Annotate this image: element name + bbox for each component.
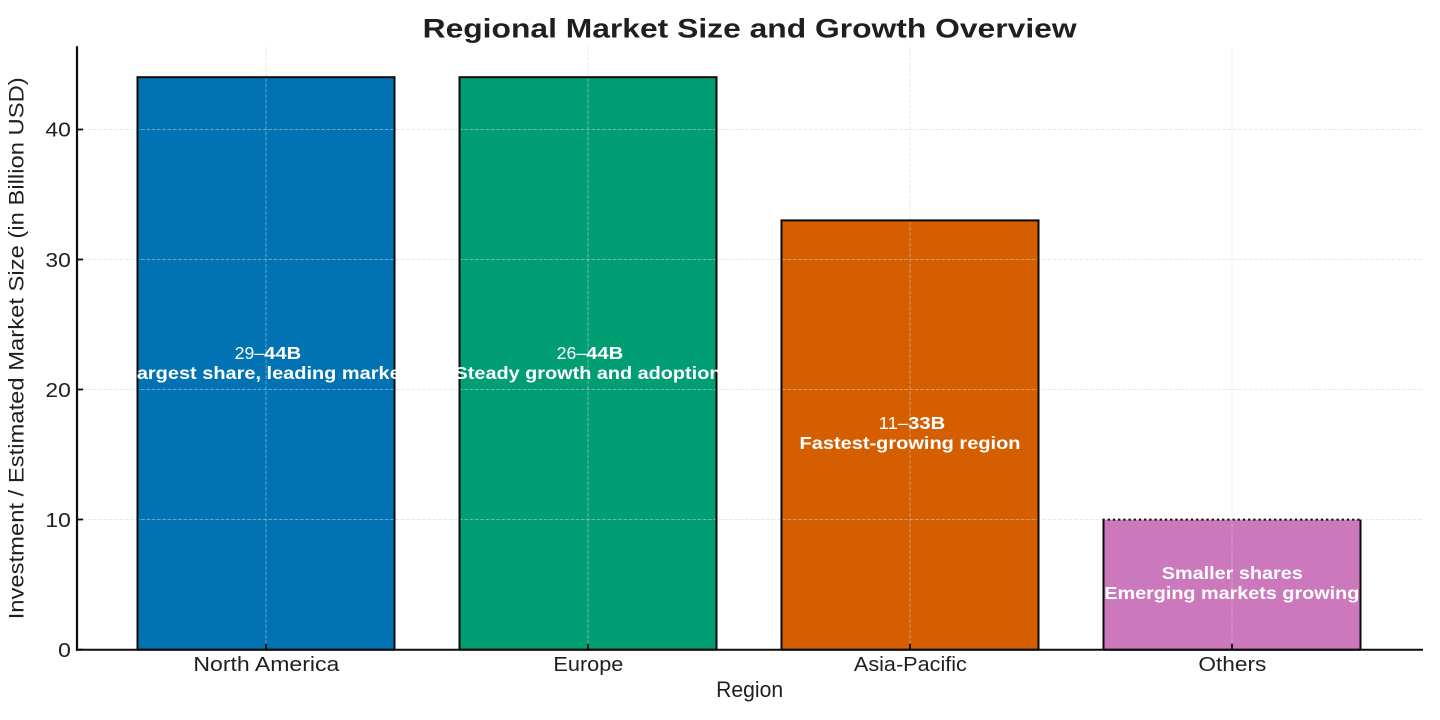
svg-text:Regional Market Size and Growt: Regional Market Size and Growth Overview bbox=[423, 13, 1077, 43]
svg-text:33B: 33B bbox=[908, 413, 945, 433]
svg-text:Asia-Pacific: Asia-Pacific bbox=[854, 654, 967, 676]
svg-text:44B: 44B bbox=[586, 343, 623, 363]
svg-text:North America: North America bbox=[193, 654, 340, 676]
svg-text:20: 20 bbox=[45, 380, 70, 402]
svg-text:Investment / Estimated Market: Investment / Estimated Market Size (in B… bbox=[4, 77, 29, 619]
svg-text:30: 30 bbox=[45, 250, 70, 272]
svg-text:Emerging markets growing: Emerging markets growing bbox=[1104, 583, 1359, 603]
svg-text:Others: Others bbox=[1198, 654, 1266, 676]
svg-text:Region: Region bbox=[716, 677, 783, 702]
svg-text:44B: 44B bbox=[264, 343, 301, 363]
svg-text:26–: 26– bbox=[557, 343, 587, 363]
svg-text:0: 0 bbox=[58, 640, 71, 662]
svg-text:Smaller shares: Smaller shares bbox=[1162, 563, 1303, 583]
svg-text:29–: 29– bbox=[235, 343, 265, 363]
svg-text:Europe: Europe bbox=[553, 654, 623, 676]
svg-text:40: 40 bbox=[45, 120, 70, 142]
svg-text:10: 10 bbox=[45, 510, 70, 532]
svg-text:11–: 11– bbox=[879, 413, 909, 433]
svg-text:Fastest-growing region: Fastest-growing region bbox=[800, 433, 1021, 453]
svg-text:Steady growth and adoption: Steady growth and adoption bbox=[455, 363, 722, 383]
svg-text:Largest share, leading market: Largest share, leading market bbox=[125, 363, 408, 383]
